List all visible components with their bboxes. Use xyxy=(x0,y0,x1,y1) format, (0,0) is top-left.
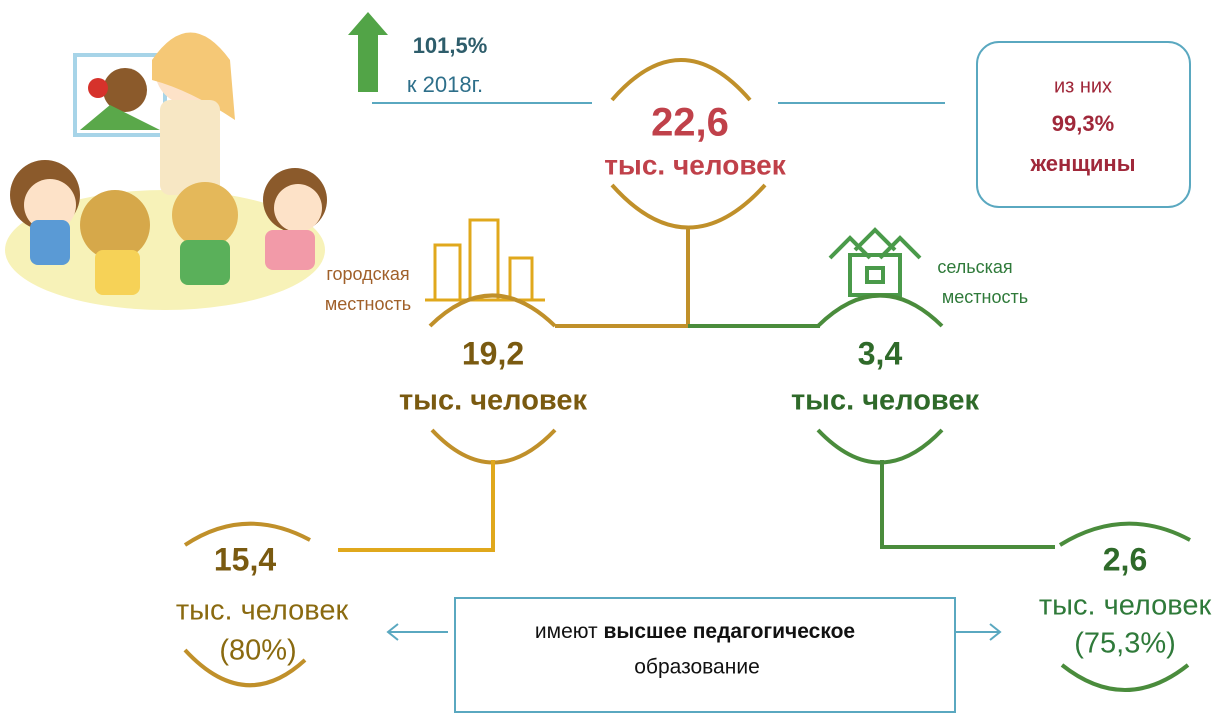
urban-higher-percent: (80%) xyxy=(219,635,296,667)
buildings-icon xyxy=(425,220,545,300)
node-arcs xyxy=(688,296,1055,548)
rural-higher-percent: (75,3%) xyxy=(1074,628,1176,660)
growth-label: к 2018г. xyxy=(407,72,483,97)
houses-icon xyxy=(830,230,920,295)
urban-value: 19,2 xyxy=(462,335,524,371)
note-pre: имеют xyxy=(535,620,598,643)
urban-unit: тыс. человек xyxy=(399,385,588,417)
growth-percent: 101,5% xyxy=(413,33,488,58)
infographic: 101,5% к 2018г. 22,6 тыс. человек из них… xyxy=(0,0,1232,715)
urban-higher-unit: тыс. человек xyxy=(176,595,349,627)
urban-higher-value: 15,4 xyxy=(214,541,276,577)
diagram: 101,5% к 2018г. 22,6 тыс. человек из них… xyxy=(0,0,1232,715)
note-text: имеют высшее педагогическое xyxy=(535,620,855,643)
illustration xyxy=(5,33,327,311)
node-arcs xyxy=(430,296,555,463)
urban-label: городская xyxy=(326,264,409,284)
rural-unit: тыс. человек xyxy=(791,385,980,417)
total-value: 22,6 xyxy=(651,101,729,145)
note-text: образование xyxy=(634,656,760,679)
rural-higher-value: 2,6 xyxy=(1103,541,1147,577)
note-bold: высшее педагогическое xyxy=(604,620,856,643)
urban-label: местность xyxy=(325,294,411,314)
rural-value: 3,4 xyxy=(858,335,903,371)
women-text: из них xyxy=(1054,75,1112,97)
rural-label: сельская xyxy=(937,257,1012,277)
growth-arrow xyxy=(348,12,388,92)
total-unit: тыс. человек xyxy=(604,149,787,180)
rural-label: местность xyxy=(942,287,1028,307)
rural-higher-unit: тыс. человек xyxy=(1039,590,1212,622)
women-percent: 99,3% xyxy=(1052,111,1114,136)
women-text: женщины xyxy=(1030,151,1136,176)
